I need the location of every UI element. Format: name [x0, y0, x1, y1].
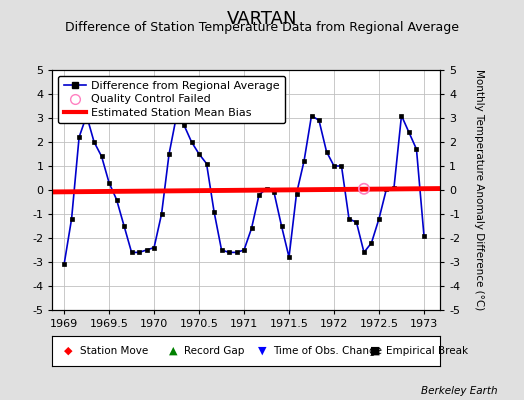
Difference from Regional Average — [173, 113, 180, 118]
Difference from Regional Average — [421, 233, 427, 238]
Difference from Regional Average — [203, 161, 210, 166]
Text: ◆: ◆ — [64, 346, 72, 356]
Text: Difference of Station Temperature Data from Regional Average: Difference of Station Temperature Data f… — [65, 21, 459, 34]
Difference from Regional Average — [136, 250, 142, 255]
Difference from Regional Average — [61, 262, 67, 267]
Quality Control Failed — [360, 186, 368, 192]
Difference from Regional Average — [271, 190, 277, 195]
Line: Difference from Regional Average: Difference from Regional Average — [62, 113, 427, 267]
Difference from Regional Average — [189, 140, 195, 144]
Difference from Regional Average — [391, 185, 397, 190]
Difference from Regional Average — [308, 113, 314, 118]
Difference from Regional Average — [144, 248, 150, 252]
Difference from Regional Average — [121, 224, 127, 228]
Difference from Regional Average — [293, 191, 300, 196]
Difference from Regional Average — [368, 240, 375, 245]
Text: ▼: ▼ — [258, 346, 266, 356]
Difference from Regional Average — [181, 123, 187, 128]
Difference from Regional Average — [226, 250, 232, 255]
Difference from Regional Average — [158, 212, 165, 216]
Text: VARTAN: VARTAN — [227, 10, 297, 28]
Difference from Regional Average — [91, 140, 97, 144]
Difference from Regional Average — [376, 216, 382, 221]
Difference from Regional Average — [413, 147, 420, 152]
Text: Record Gap: Record Gap — [184, 346, 245, 356]
Y-axis label: Monthly Temperature Anomaly Difference (°C): Monthly Temperature Anomaly Difference (… — [474, 69, 484, 311]
Difference from Regional Average — [301, 159, 307, 164]
Difference from Regional Average — [384, 186, 390, 191]
Text: ■: ■ — [370, 346, 381, 356]
Difference from Regional Average — [69, 216, 75, 221]
Text: Empirical Break: Empirical Break — [386, 346, 468, 356]
Difference from Regional Average — [113, 197, 119, 202]
Difference from Regional Average — [211, 209, 217, 214]
Difference from Regional Average — [339, 164, 345, 168]
Text: ▲: ▲ — [169, 346, 177, 356]
Difference from Regional Average — [286, 255, 292, 260]
Difference from Regional Average — [241, 248, 247, 252]
Difference from Regional Average — [196, 152, 202, 156]
Difference from Regional Average — [219, 248, 225, 252]
Text: Station Move: Station Move — [80, 346, 148, 356]
Difference from Regional Average — [151, 245, 157, 250]
Difference from Regional Average — [128, 250, 135, 255]
Difference from Regional Average — [248, 226, 255, 231]
Legend: Difference from Regional Average, Quality Control Failed, Estimated Station Mean: Difference from Regional Average, Qualit… — [58, 76, 286, 123]
Text: Berkeley Earth: Berkeley Earth — [421, 386, 498, 396]
Difference from Regional Average — [398, 113, 405, 118]
Difference from Regional Average — [76, 135, 82, 140]
Difference from Regional Average — [316, 118, 322, 123]
Difference from Regional Average — [278, 224, 285, 228]
Difference from Regional Average — [361, 250, 367, 255]
Difference from Regional Average — [106, 180, 112, 185]
Difference from Regional Average — [353, 220, 359, 225]
Difference from Regional Average — [406, 130, 412, 135]
Difference from Regional Average — [166, 152, 172, 156]
Difference from Regional Average — [83, 113, 90, 118]
Difference from Regional Average — [99, 154, 105, 159]
Difference from Regional Average — [264, 186, 270, 191]
Difference from Regional Average — [346, 216, 352, 221]
Difference from Regional Average — [233, 250, 239, 255]
Difference from Regional Average — [331, 164, 337, 168]
Difference from Regional Average — [323, 149, 330, 154]
Difference from Regional Average — [256, 192, 262, 197]
Text: Time of Obs. Change: Time of Obs. Change — [274, 346, 383, 356]
